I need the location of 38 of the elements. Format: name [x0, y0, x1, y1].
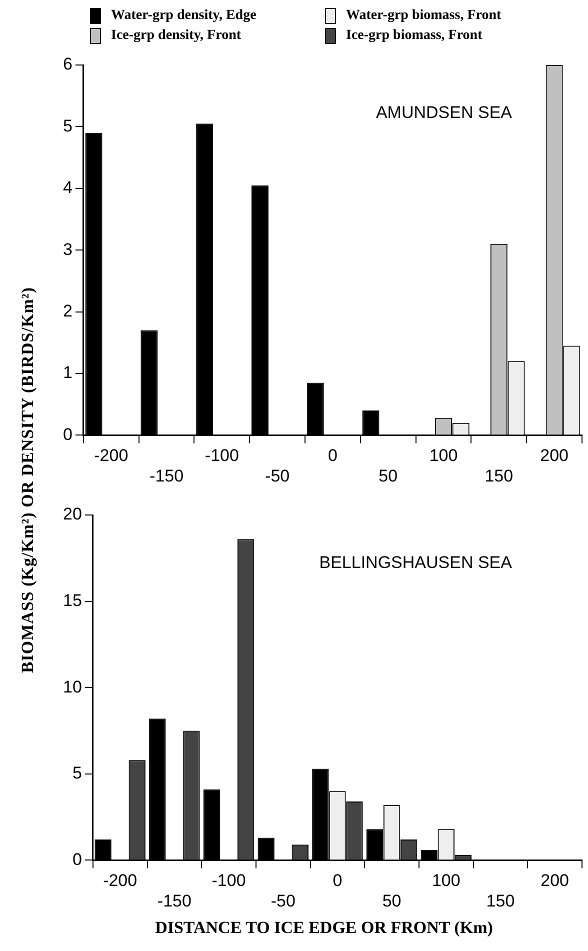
legend-label: Water-grp biomass, Front	[346, 8, 502, 24]
x-tick-label: 50	[382, 891, 402, 910]
x-tick-label: -50	[270, 891, 296, 910]
x-tick-label: -150	[150, 466, 184, 486]
y-tick-label: 1	[62, 363, 72, 382]
annotation: BELLINGSHAUSEN SEA	[319, 553, 513, 572]
x-axis-title: DISTANCE TO ICE EDGE OR FRONT (Km)	[154, 918, 494, 938]
y-tick-label: 4	[62, 178, 72, 198]
x-tick-label: -200	[94, 446, 128, 466]
x-tick-label: -50	[265, 466, 290, 486]
x-tick-label: -100	[204, 446, 239, 466]
y-tick-label: 3	[62, 240, 72, 259]
x-tick-label: 150	[484, 466, 514, 486]
y-tick-label: 15	[62, 590, 82, 610]
y-tick-label: 5	[62, 116, 72, 136]
y-tick-label: 6	[62, 54, 72, 74]
y-tick-label: 10	[62, 677, 82, 696]
y-tick-label: 5	[72, 764, 82, 783]
y-tick-label: 2	[62, 301, 72, 320]
x-tick-label: -150	[157, 891, 192, 910]
y-tick-label: 0	[62, 424, 72, 444]
y-tick-label: 0	[72, 850, 82, 869]
y-axis-title: BIOMASS (Kg/Km²) OR DENSITY (BIRDS/Km²)	[18, 286, 38, 674]
x-tick-label: 50	[378, 466, 398, 486]
x-tick-label: 100	[432, 871, 460, 890]
legend-label: Ice-grp density, Front	[111, 28, 242, 44]
x-tick-label: 100	[429, 446, 458, 466]
legend-label: Water-grp density, Edge	[111, 8, 256, 24]
x-tick-label: 150	[486, 891, 515, 910]
legend-label: Ice-grp biomass, Front	[346, 28, 482, 44]
y-tick-label: 20	[62, 504, 82, 524]
x-tick-label: -100	[212, 871, 246, 890]
x-tick-label: 200	[540, 871, 570, 890]
x-tick-label: 200	[540, 446, 568, 466]
annotation: AMUNDSEN SEA	[376, 103, 513, 122]
x-tick-label: 0	[332, 871, 342, 890]
x-tick-label: 0	[328, 446, 338, 466]
x-tick-label: -200	[103, 871, 138, 890]
